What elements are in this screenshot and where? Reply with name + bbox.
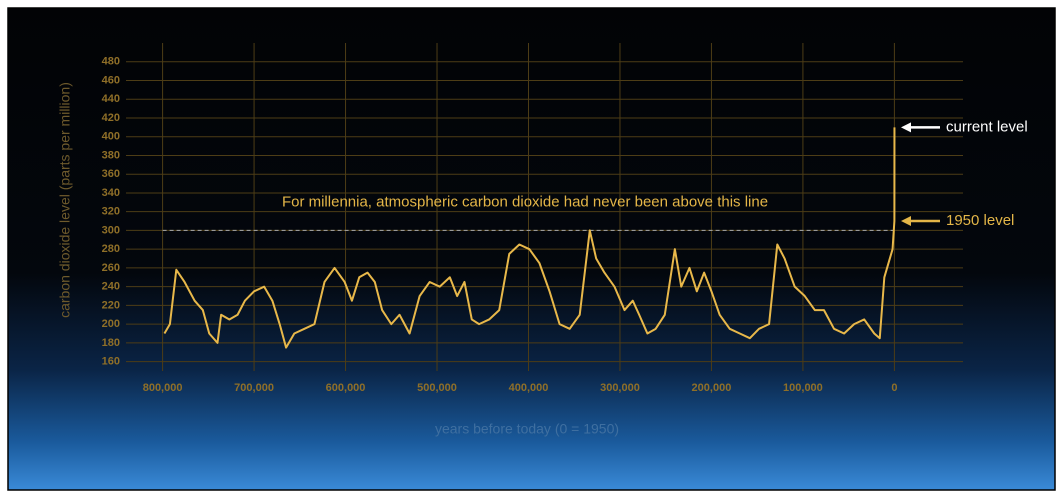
x-tick-label: 600,000 <box>326 382 366 394</box>
x-tick-label: 500,000 <box>417 382 457 394</box>
y-tick-label: 460 <box>102 74 120 86</box>
y-tick-label: 440 <box>102 93 120 105</box>
y-tick-label: 340 <box>102 187 120 199</box>
y-tick-label: 480 <box>102 56 120 68</box>
x-tick-label: 300,000 <box>600 382 640 394</box>
y-tick-label: 200 <box>102 318 120 330</box>
y-tick-label: 400 <box>102 131 120 143</box>
y-tick-label: 280 <box>102 243 120 255</box>
annotation-text: current level <box>946 118 1028 135</box>
y-tick-label: 160 <box>102 356 120 368</box>
x-tick-label: 800,000 <box>143 382 183 394</box>
x-tick-label: 400,000 <box>509 382 549 394</box>
y-tick-label: 180 <box>102 337 120 349</box>
y-tick-label: 420 <box>102 112 120 124</box>
x-tick-label: 0 <box>891 382 897 394</box>
x-tick-label: 200,000 <box>692 382 732 394</box>
y-tick-label: 320 <box>102 206 120 218</box>
annotation-text: 1950 level <box>946 212 1014 229</box>
y-tick-label: 360 <box>102 168 120 180</box>
y-tick-label: 260 <box>102 262 120 274</box>
page: {"chart_data": { "type": "line", "y_labe… <box>0 0 1063 497</box>
reference-label: For millennia, atmospheric carbon dioxid… <box>282 193 768 210</box>
y-tick-label: 220 <box>102 299 120 311</box>
x-tick-label: 700,000 <box>234 382 274 394</box>
x-tick-label: 100,000 <box>783 382 823 394</box>
y-axis-label: carbon dioxide level (parts per million) <box>57 82 73 318</box>
y-tick-label: 380 <box>102 149 120 161</box>
y-tick-label: 300 <box>102 224 120 236</box>
x-axis-label: years before today (0 = 1950) <box>435 421 619 437</box>
chart: carbon dioxide level (parts per million)… <box>0 0 1063 497</box>
y-tick-label: 240 <box>102 281 120 293</box>
